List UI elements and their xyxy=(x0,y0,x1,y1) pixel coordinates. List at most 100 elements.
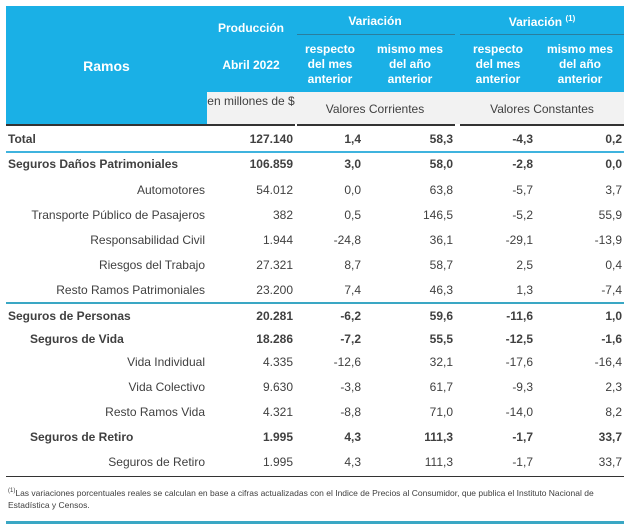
footer-line xyxy=(6,521,624,524)
cell-value: -6,2 xyxy=(340,309,361,323)
cell-value: -14,0 xyxy=(505,405,533,419)
row-label: Automotores xyxy=(136,183,205,197)
divider xyxy=(460,34,624,35)
cell-value: 1.995 xyxy=(262,455,293,469)
header-variacion: Variación xyxy=(348,14,402,28)
cell-value: 111,3 xyxy=(424,455,453,469)
cell-value: -24,8 xyxy=(333,233,361,247)
cell-value: 33,7 xyxy=(598,455,622,469)
row-label: Seguros Daños Patrimoniales xyxy=(8,157,179,171)
cell-value: 71,0 xyxy=(429,405,453,419)
cell-value: 4,3 xyxy=(344,430,361,444)
divider xyxy=(6,124,295,126)
unit-row xyxy=(207,92,624,124)
table-row: Riesgos del Trabajo 27.321 8,7 58,7 2,5 0,4 xyxy=(6,254,624,276)
table-row: Responsabilidad Civil 1.944 -24,8 36,1 -29,1… xyxy=(6,229,624,251)
cell-value: -1,6 xyxy=(601,332,622,346)
table-row: Vida Individual 4.335 -12,6 32,1 -17,6 -16,4 xyxy=(6,351,624,373)
cell-value: 106.859 xyxy=(249,157,293,171)
footnote: (1)Las variaciones porcentuales reales s… xyxy=(8,485,620,511)
cell-value: 127.140 xyxy=(249,132,293,146)
header-mismo-const: mismo mes del año anterior xyxy=(546,42,614,86)
cell-value: -9,3 xyxy=(512,380,533,394)
row-label: Seguros de Vida xyxy=(30,332,124,346)
variacion-real-label: Variación xyxy=(508,15,563,29)
cell-value: 58,3 xyxy=(429,132,453,146)
row-label: Riesgos del Trabajo xyxy=(98,258,205,272)
cell-value: 9.630 xyxy=(262,380,293,394)
cell-value: -2,8 xyxy=(512,157,533,171)
cell-value: 3,7 xyxy=(605,183,622,197)
cell-value: 54.012 xyxy=(256,183,293,197)
cell-value: -5,7 xyxy=(512,183,533,197)
cell-value: 8,2 xyxy=(605,405,622,419)
table-row: Vida Colectivo 9.630 -3,8 61,7 -9,3 2,3 xyxy=(6,376,624,398)
cell-value: -3,8 xyxy=(340,380,361,394)
cell-value: -1,7 xyxy=(512,430,533,444)
table-row: Automotores 54.012 0,0 63,8 -5,7 3,7 xyxy=(6,179,624,201)
cell-value: 1,3 xyxy=(516,283,533,297)
bottom-divider xyxy=(6,476,624,477)
row-label: Transporte Público de Pasajeros xyxy=(31,208,205,222)
cell-value: 3,0 xyxy=(344,157,361,171)
divider xyxy=(460,124,624,126)
table-row: Total 127.140 1,4 58,3 -4,3 0,2 xyxy=(6,128,624,150)
footnote-ref: (1) xyxy=(565,14,576,23)
cell-value: 1,4 xyxy=(344,132,361,146)
row-label: Seguros de Personas xyxy=(8,309,131,323)
cell-value: 55,5 xyxy=(429,332,453,346)
cell-value: 20.281 xyxy=(256,309,293,323)
table-row: Seguros de Retiro 1.995 4,3 111,3 -1,7 33,7 xyxy=(6,426,624,448)
cell-value: 18.286 xyxy=(256,332,293,346)
row-label: Seguros de Retiro xyxy=(108,455,205,469)
header-periodo: Abril 2022 xyxy=(222,58,280,72)
table-row: Seguros de Retiro 1.995 4,3 111,3 -1,7 33,7 xyxy=(6,451,624,473)
cell-value: 4.321 xyxy=(262,405,293,419)
cell-value: 32,1 xyxy=(429,355,453,369)
table-row: Resto Ramos Vida 4.321 -8,8 71,0 -14,0 8,2 xyxy=(6,401,624,423)
cell-value: -1,7 xyxy=(512,455,533,469)
header-variacion-real: Variación (1) xyxy=(460,14,624,29)
cell-value: 33,7 xyxy=(598,430,622,444)
table-row: Resto Ramos Patrimoniales 23.200 7,4 46,3 1,… xyxy=(6,279,624,301)
cell-value: 2,3 xyxy=(605,380,622,394)
table-row: Seguros Daños Patrimoniales 106.859 3,0 58,… xyxy=(6,153,624,175)
cell-value: 7,4 xyxy=(344,283,361,297)
row-label: Total xyxy=(8,132,36,146)
header-ramos: Ramos xyxy=(83,58,130,74)
unit-label: en millones de $ xyxy=(207,94,295,108)
row-label: Vida Individual xyxy=(127,355,205,369)
row-label: Vida Colectivo xyxy=(128,380,206,394)
cell-value: 61,7 xyxy=(429,380,453,394)
row-label: Responsabilidad Civil xyxy=(90,233,205,247)
total-divider xyxy=(6,151,624,153)
cell-value: -17,6 xyxy=(505,355,533,369)
header-respecto-corr: respecto del mes anterior xyxy=(304,42,356,86)
cell-value: -7,2 xyxy=(340,332,361,346)
cell-value: 111,3 xyxy=(424,430,453,444)
table-row: Seguros de Personas 20.281 -6,2 59,6 -11,6 1,… xyxy=(6,305,624,327)
cell-value: 0,0 xyxy=(605,157,622,171)
cell-value: -16,4 xyxy=(594,355,622,369)
cell-value: 1.944 xyxy=(262,233,293,247)
cell-value: -12,6 xyxy=(333,355,361,369)
cell-value: 382 xyxy=(272,208,293,222)
cell-value: -13,9 xyxy=(594,233,622,247)
cell-value: 146,5 xyxy=(422,208,453,222)
row-label: Resto Ramos Vida xyxy=(105,405,205,419)
cell-value: 58,0 xyxy=(429,157,453,171)
divider xyxy=(297,34,455,35)
cell-value: 63,8 xyxy=(429,183,453,197)
cell-value: 0,5 xyxy=(344,208,361,222)
cell-value: 0,0 xyxy=(344,183,361,197)
table-row: Seguros de Vida 18.286 -7,2 55,5 -12,5 -1,6 xyxy=(6,328,624,350)
cell-value: 27.321 xyxy=(256,258,293,272)
cell-value: 1.995 xyxy=(262,430,293,444)
valores-corrientes: Valores Corrientes xyxy=(325,102,425,116)
cell-value: -7,4 xyxy=(601,283,622,297)
cell-value: 4,3 xyxy=(344,455,361,469)
cell-value: 8,7 xyxy=(344,258,361,272)
cell-value: 59,6 xyxy=(429,309,453,323)
cell-value: -12,5 xyxy=(505,332,533,346)
header-respecto-const: respecto del mes anterior xyxy=(472,42,524,86)
